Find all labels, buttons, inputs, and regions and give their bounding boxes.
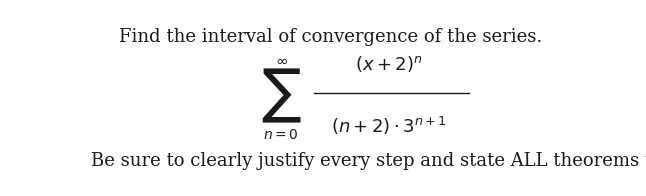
Text: Be sure to clearly justify every step and state ALL theorems used.: Be sure to clearly justify every step an… [90,152,646,170]
Text: $\infty$: $\infty$ [275,54,287,68]
Text: $\sum$: $\sum$ [261,67,301,125]
Text: Find the interval of convergence of the series.: Find the interval of convergence of the … [120,28,543,46]
Text: $(x+2)^{n}$: $(x+2)^{n}$ [355,54,422,74]
Text: $n{=}0$: $n{=}0$ [263,128,299,142]
Text: $(n+2)\cdot 3^{n+1}$: $(n+2)\cdot 3^{n+1}$ [331,115,446,137]
